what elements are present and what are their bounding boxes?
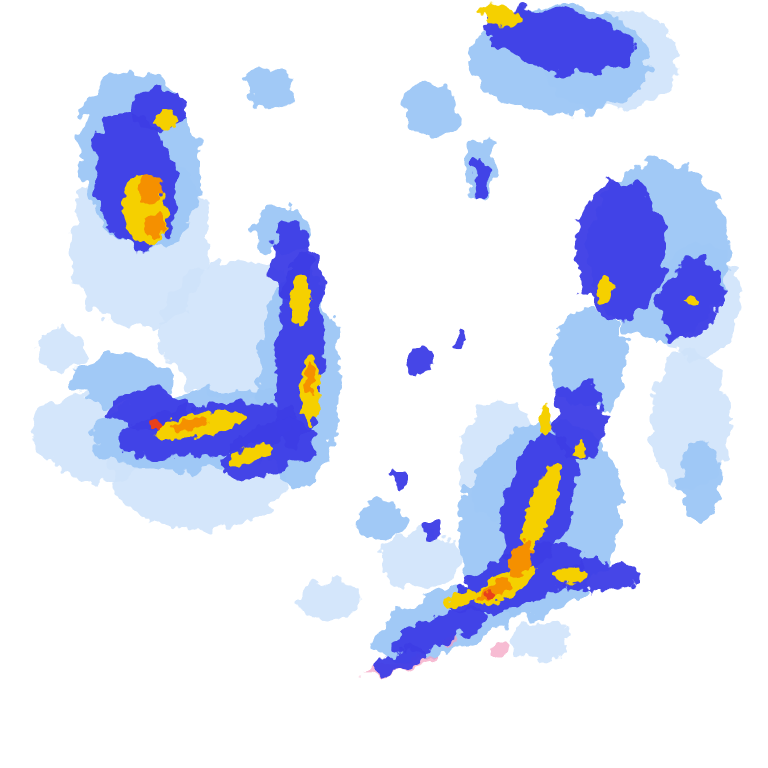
- very-light-echo: [380, 530, 460, 590]
- very-light-echo: [35, 330, 85, 370]
- heavy-echo: [684, 295, 696, 305]
- moderate-echo: [408, 345, 432, 375]
- heavy-echo: [519, 462, 561, 558]
- intense-echo: [138, 175, 162, 205]
- extreme-echo: [484, 591, 496, 599]
- mixed-precip-echo: [490, 642, 510, 658]
- heavy-echo: [555, 567, 585, 583]
- intense-echo: [172, 418, 208, 432]
- moderate-echo: [110, 390, 190, 430]
- light-echo: [355, 500, 405, 540]
- heavy-echo: [480, 3, 520, 27]
- moderate-echo: [575, 180, 665, 320]
- heavy-echo: [290, 275, 310, 325]
- moderate-echo: [455, 330, 465, 350]
- very-light-echo: [300, 580, 360, 620]
- moderate-echo: [392, 607, 488, 653]
- moderate-echo: [420, 524, 440, 536]
- moderate-echo: [472, 160, 488, 200]
- heavy-echo: [153, 110, 177, 130]
- moderate-echo: [371, 646, 429, 674]
- intense-echo: [305, 365, 315, 395]
- precip-intense-layer: [138, 175, 532, 601]
- light-echo: [245, 70, 295, 110]
- extreme-echo: [150, 421, 160, 429]
- heavy-echo: [575, 440, 585, 460]
- heavy-echo: [597, 275, 613, 305]
- heavy-echo: [226, 443, 274, 467]
- moderate-echo: [560, 560, 640, 590]
- light-echo: [400, 84, 460, 136]
- very-light-echo: [510, 620, 570, 660]
- light-echo: [680, 440, 720, 520]
- moderate-echo: [485, 7, 635, 73]
- intense-echo: [145, 213, 165, 237]
- moderate-echo: [390, 474, 410, 486]
- intense-echo: [508, 540, 532, 580]
- heavy-echo: [539, 405, 551, 435]
- heavy-echo: [442, 591, 478, 609]
